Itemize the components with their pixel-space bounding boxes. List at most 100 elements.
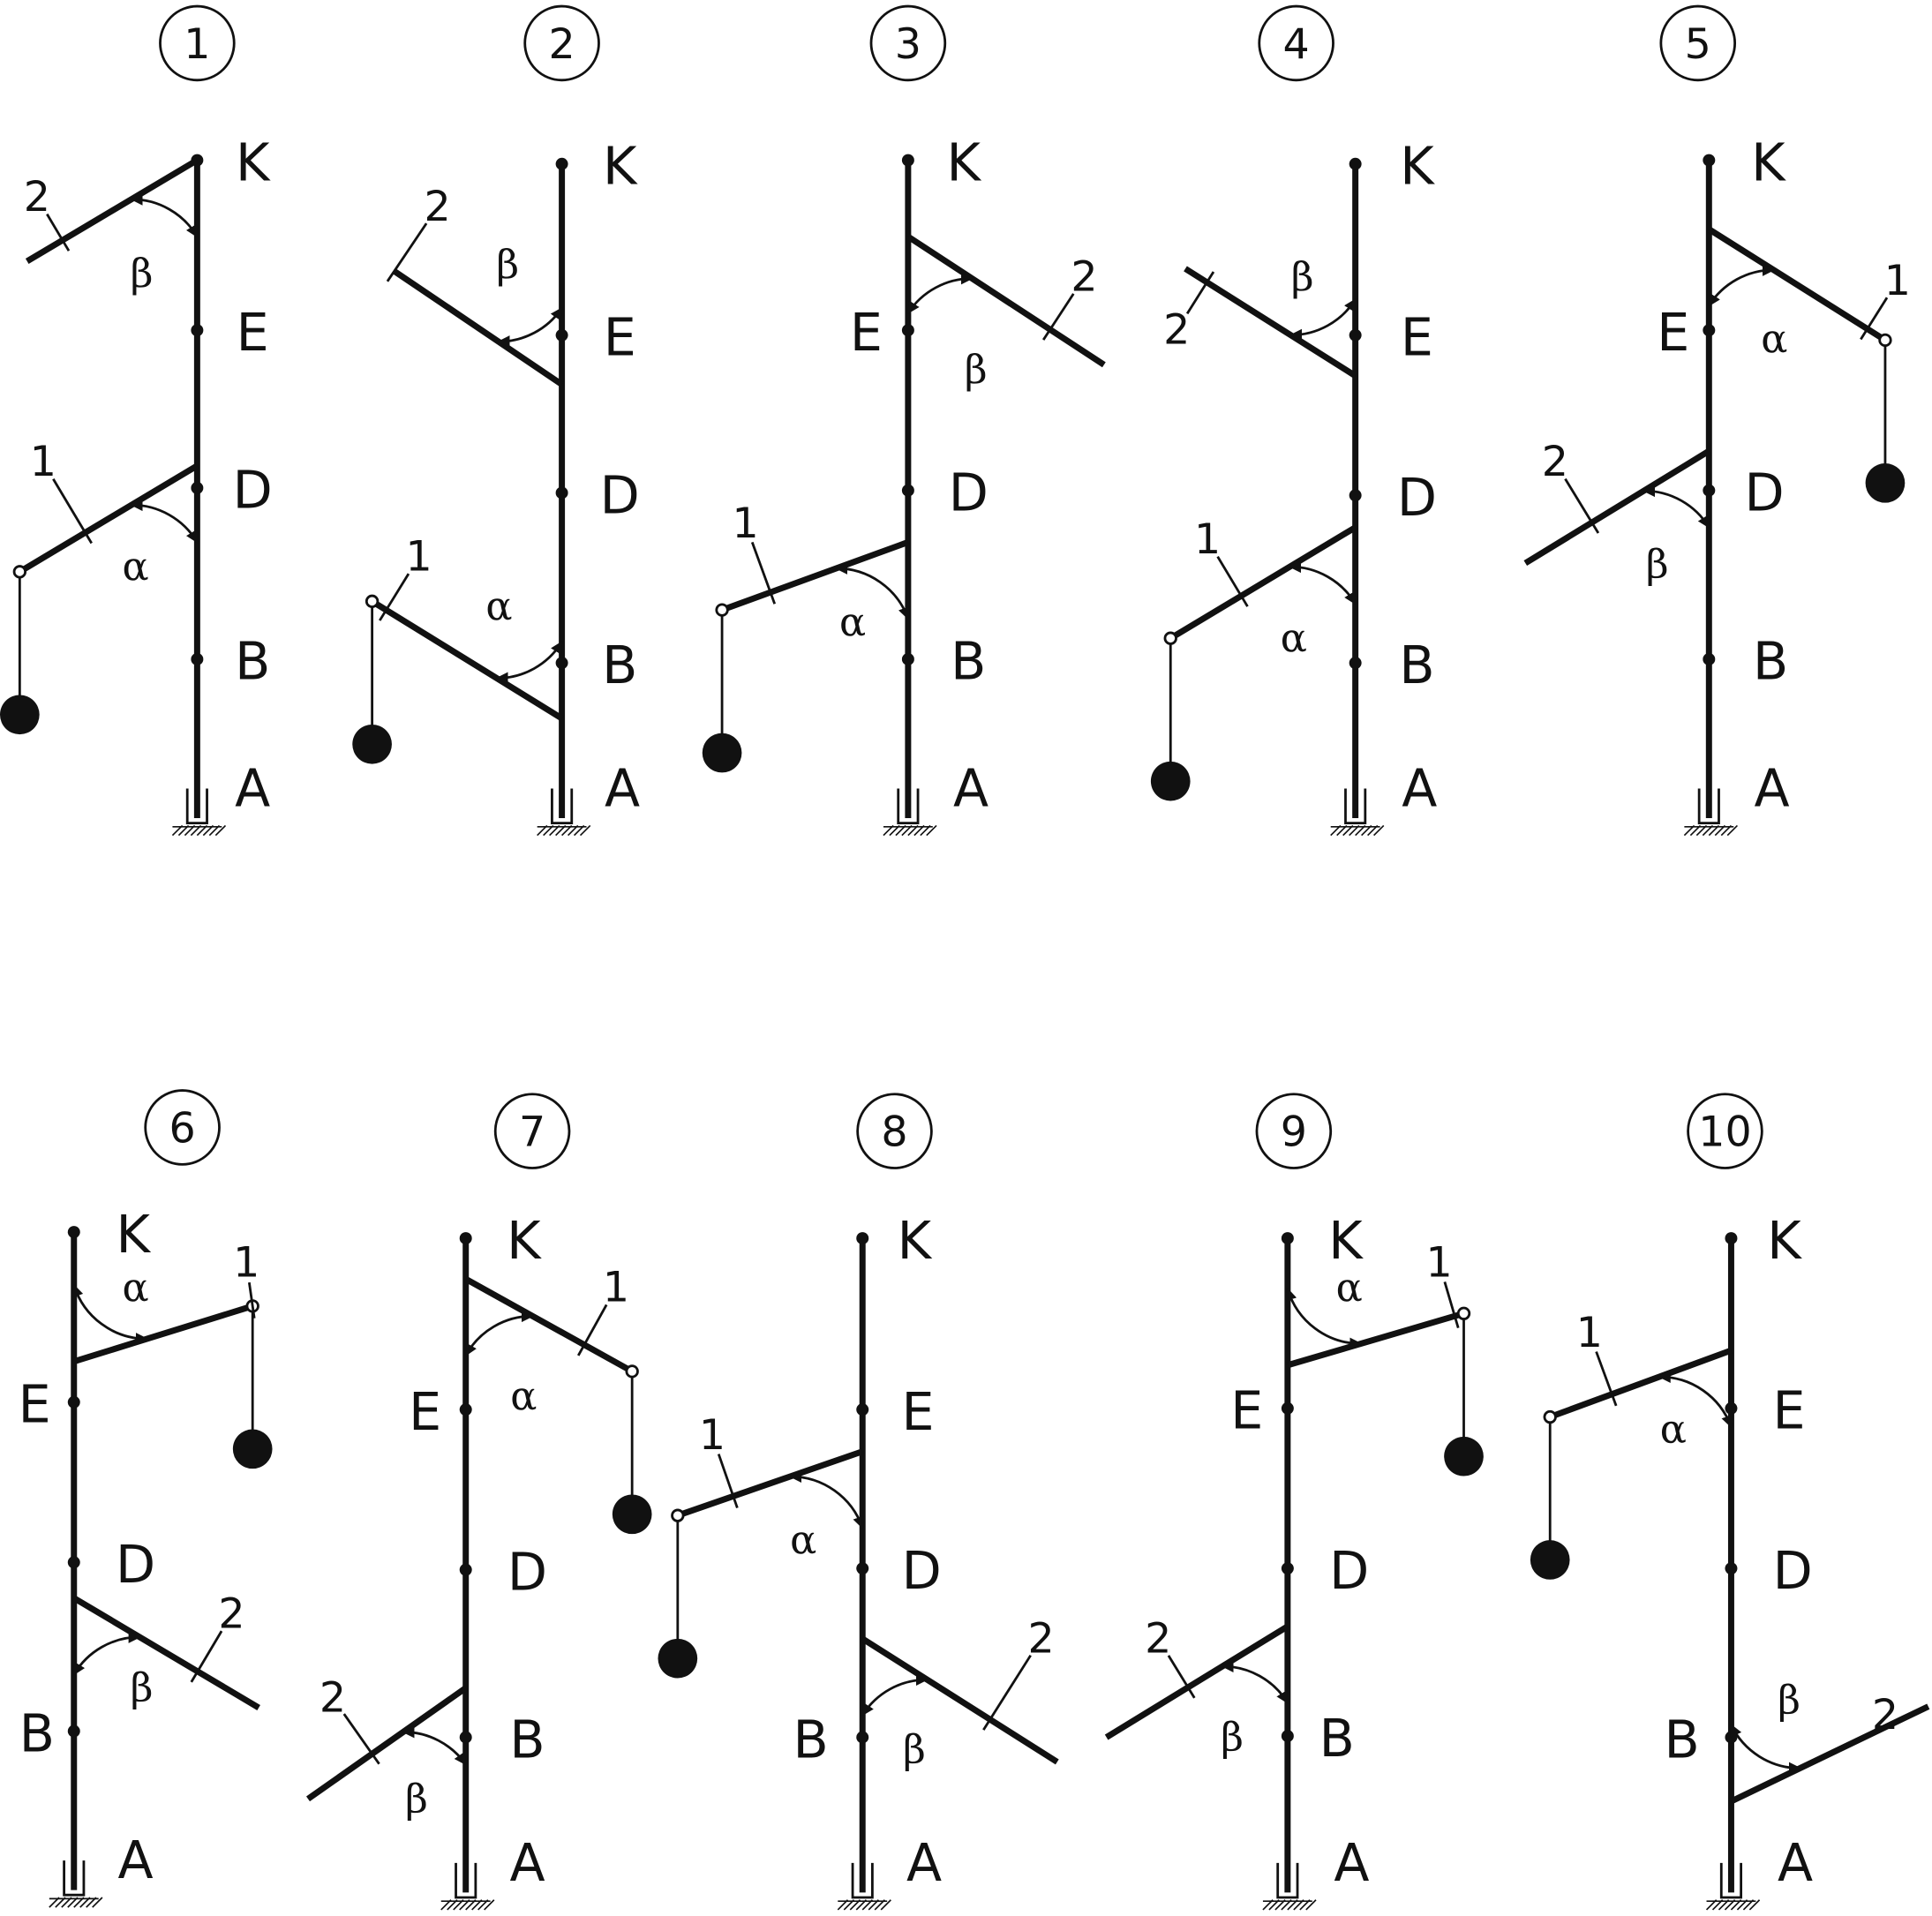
ground-hatch [1372,824,1385,837]
leader-line [750,541,777,605]
angle-label: α [1660,1406,1687,1452]
point-dot [1281,1562,1294,1575]
point-label: E [902,1382,935,1442]
ground-hatch [484,1899,495,1911]
weight [232,1429,273,1469]
point-dot [1703,484,1716,497]
weight [1150,761,1191,801]
angle-alpha-arc [1289,560,1357,605]
ground-support [63,1860,86,1897]
ground-hatch [1305,1899,1317,1911]
point-label: E [850,303,883,363]
angle-alpha-arc [464,1310,534,1356]
point-label: A [906,1833,942,1893]
rod-1 [72,1303,254,1365]
angle-beta-arc [1730,1724,1801,1775]
point-label: E [1401,308,1433,368]
hinge [1456,1306,1471,1320]
rod-1 [464,1276,634,1374]
ground-support [897,788,920,825]
point-label: D [1329,1541,1369,1601]
ground-hatch [214,824,227,837]
ground-support [455,1862,477,1899]
point-label: E [1773,1381,1806,1441]
point-label: A [1334,1833,1369,1893]
weight [352,724,392,764]
scheme-number-circle [523,4,600,82]
scheme-number: 3 [895,20,921,69]
point-dot [555,486,568,500]
ground-hatch [92,1897,103,1908]
leader-line [1443,1281,1460,1329]
rod-1 [1286,1310,1465,1369]
angle-alpha-arc [1708,263,1775,307]
angle-alpha-arc [1284,1287,1363,1350]
point-label: A [1402,759,1437,819]
ground-support [1697,788,1720,825]
point-label: E [1230,1381,1263,1441]
rod-label: 1 [1425,1239,1452,1288]
hinge [715,603,729,617]
point-label: B [19,1703,55,1763]
angle-label: α [1336,1265,1363,1311]
angle-label: β [131,1665,154,1711]
point-label: A [1778,1833,1813,1893]
point-dot [856,1562,869,1575]
angle-alpha-arc [789,1469,865,1529]
scheme-number-circle [1659,4,1737,82]
rod-1 [676,1448,864,1519]
point-label: B [1399,635,1434,695]
point-label: A [953,759,989,819]
point-dot [459,1731,472,1744]
hinge [365,594,380,609]
rod-label: 2 [218,1589,244,1638]
point-dot [67,1395,80,1409]
point-label: K [1400,137,1435,197]
point-label: D [116,1535,155,1595]
point-dot [1725,1232,1738,1245]
leader-line [386,222,428,282]
rod-2 [906,234,1106,368]
point-label: D [1773,1541,1813,1601]
angle-beta-arc [1221,1660,1289,1704]
angle-label: β [1646,541,1669,587]
angle-beta-arc [1289,298,1357,342]
point-dot [1725,1562,1738,1575]
scheme-number-circle [1258,4,1334,82]
rod-label: 2 [1028,1614,1055,1663]
point-dot [901,484,914,497]
rod-label: 2 [24,173,50,222]
angle-label: α [1761,316,1787,362]
scheme-number: 6 [169,1104,196,1153]
leader-line [1041,293,1075,341]
point-dot [459,1403,472,1416]
ground-support [185,788,208,825]
point-label: K [1767,1211,1802,1271]
point-label: B [509,1709,545,1769]
leader-line [247,1281,256,1319]
scheme-number-circle [856,1093,933,1169]
point-label: A [235,759,270,819]
angle-label: β [965,347,988,393]
point-label: D [902,1541,942,1601]
point-dot [901,154,914,167]
leader-line [717,1454,739,1509]
scheme-number: 1 [184,20,210,69]
leader-line [190,1630,223,1683]
point-label: K [236,132,271,192]
point-label: K [507,1211,542,1271]
rod-1 [1549,1347,1733,1420]
point-label: D [507,1542,547,1602]
leader-line [52,478,93,545]
hinge [1543,1409,1557,1424]
scheme-number: 10 [1698,1108,1751,1157]
weight [612,1494,652,1535]
point-label: K [898,1211,933,1271]
angle-alpha-arc [495,641,563,685]
angle-label: β [903,1726,926,1772]
angle-beta-arc [402,1725,467,1766]
ground-hatch [880,1899,891,1911]
hinge [671,1508,685,1522]
leader-line [1167,1655,1196,1699]
point-label: B [1319,1709,1355,1769]
